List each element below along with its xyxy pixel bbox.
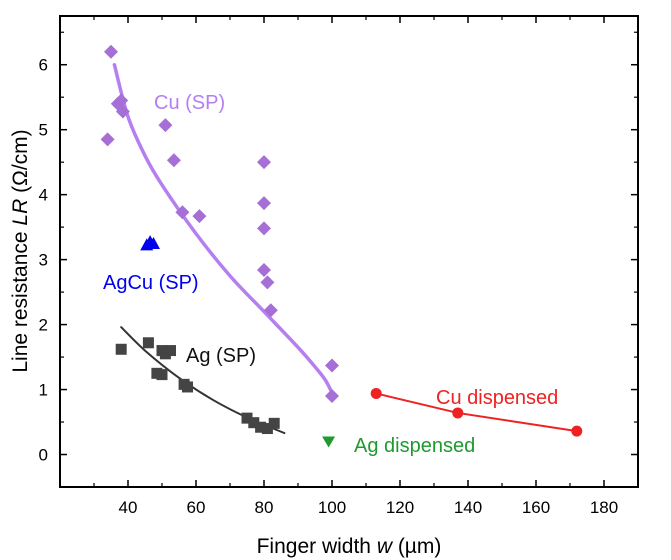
x-axis-title: Finger width w (µm)	[257, 535, 442, 558]
plot-frame	[59, 15, 639, 488]
cu-sp-point	[114, 93, 129, 108]
x-tick-label: 180	[590, 498, 618, 517]
agcu-sp-point	[147, 237, 160, 250]
ag-sp-point	[165, 345, 176, 357]
ag-sp-point	[255, 421, 267, 433]
x-tick-label: 160	[522, 498, 550, 517]
data-markers	[100, 44, 583, 448]
cu-sp-point	[257, 155, 271, 170]
ag-sp-point	[261, 423, 273, 435]
x-tick-label: 140	[454, 498, 482, 517]
cu-dispensed-point	[452, 407, 464, 419]
series-label-ag-dispensed: Ag dispensed	[354, 435, 475, 457]
cu-sp-point	[325, 389, 339, 404]
cu-dispensed-point	[370, 387, 382, 399]
ag-sp-point	[241, 412, 253, 424]
x-tick-label: 40	[119, 498, 138, 517]
ag-sp-point	[182, 381, 193, 393]
y-tick-label: 4	[39, 186, 48, 205]
ag-sp-point	[115, 343, 127, 355]
cu-sp-point	[115, 104, 130, 119]
cu-sp-point	[325, 358, 339, 373]
cu-sp-point	[166, 153, 181, 168]
ag-sp-point	[156, 369, 168, 381]
fit-curves	[112, 62, 577, 435]
axis-ticks: 40 60 80 100 120 140 160 180 0 1 2 3 4 5 6	[39, 16, 638, 517]
cu-sp-point	[257, 221, 271, 236]
cu-sp-fit-line	[112, 62, 334, 395]
ag-sp-point	[268, 417, 280, 429]
y-tick-label: 0	[39, 446, 48, 465]
y-tick-label: 6	[39, 56, 48, 75]
series-label-cu-sp: Cu (SP)	[154, 92, 225, 114]
cu-sp-point	[158, 118, 173, 133]
x-tick-label: 80	[255, 498, 274, 517]
x-tick-label: 60	[187, 498, 206, 517]
cu-sp-point	[257, 263, 271, 278]
y-tick-label: 5	[39, 121, 48, 140]
cu-sp-point	[260, 275, 275, 290]
series-label-cu-dispensed: Cu dispensed	[436, 387, 558, 409]
ag-sp-point	[142, 337, 154, 349]
x-tick-label: 120	[386, 498, 414, 517]
cu-sp-point	[257, 196, 271, 211]
y-tick-label: 3	[39, 251, 48, 270]
y-tick-label: 1	[39, 381, 48, 400]
cu-sp-point	[175, 205, 190, 220]
cu-dispensed-point	[571, 425, 583, 437]
y-tick-label: 2	[39, 316, 48, 335]
cu-sp-point	[263, 303, 278, 318]
ag-dispensed-point	[322, 436, 336, 448]
series-label-agcu-sp: AgCu (SP)	[103, 272, 199, 294]
y-axis-title: Line resistance LR (Ω/cm)	[9, 129, 32, 372]
series-label-ag-sp: Ag (SP)	[186, 345, 256, 367]
cu-sp-point	[104, 44, 118, 59]
cu-sp-point	[100, 132, 115, 147]
ag-sp-point	[248, 417, 260, 429]
x-tick-label: 100	[318, 498, 346, 517]
cu-sp-point	[192, 209, 207, 224]
